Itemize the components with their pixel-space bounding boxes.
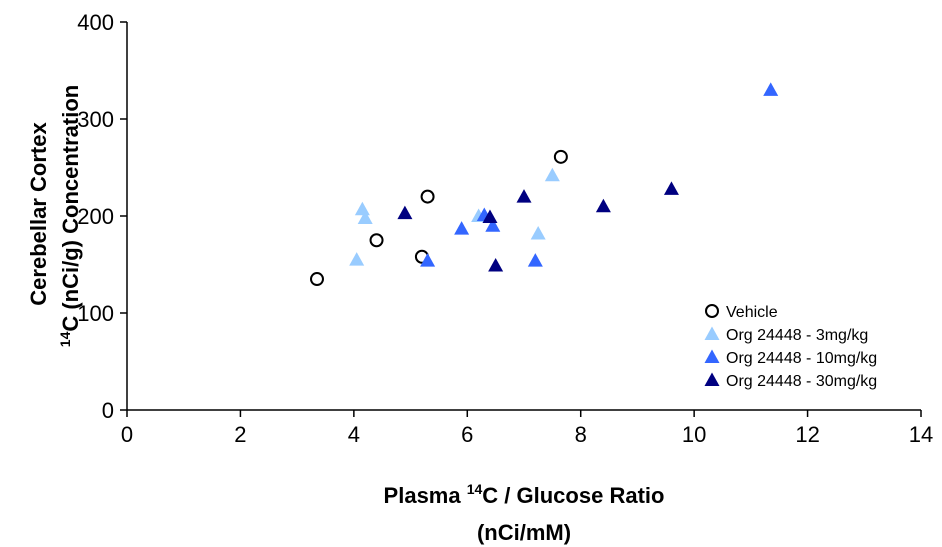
data-point [595, 198, 611, 213]
y-tick-label: 300 [77, 107, 114, 132]
data-point [369, 233, 384, 248]
y-tick-label: 100 [77, 301, 114, 326]
x-tick-label: 14 [909, 422, 933, 447]
legend: Vehicle Org 24448 - 3mg/kg Org 24448 - 10m… [704, 304, 877, 390]
x-tick-label: 12 [795, 422, 819, 447]
data-point [454, 221, 470, 235]
data-point [553, 149, 568, 164]
y-axis-title: Cerebellar Cortex [26, 122, 51, 306]
data-point [354, 201, 370, 216]
x-axis-title-pre: Plasma [384, 483, 467, 508]
data-point [420, 253, 436, 267]
x-axis-title-superscript: 14 [467, 481, 483, 497]
y-tick-label: 200 [77, 204, 114, 229]
y-ticks: 0 100 200 300 400 [77, 10, 127, 423]
x-axis-title-line2: (nCi/mM) [477, 520, 571, 545]
y-tick-label: 0 [102, 398, 114, 423]
y-axis-title-line1: Cerebellar Cortex [26, 122, 51, 306]
data-point [420, 189, 435, 204]
x-tick-label: 10 [682, 422, 706, 447]
data-point [530, 225, 546, 240]
data-point [488, 257, 504, 272]
legend-marker [705, 304, 719, 318]
data-point [544, 167, 560, 182]
x-tick-label: 4 [348, 422, 360, 447]
data-point [482, 209, 498, 223]
data-points [309, 82, 779, 287]
y-tick-label: 400 [77, 10, 114, 35]
legend-label: Org 24448 - 10mg/kg [726, 350, 877, 367]
y-axis-title-line2: C (nCi/g) Concentration [58, 85, 83, 332]
legend-marker [704, 349, 720, 363]
x-tick-label: 8 [575, 422, 587, 447]
axes: 0 100 200 300 400 0 2 4 6 8 10 12 14 [77, 10, 933, 447]
x-axis-title-post: C / Glucose Ratio [482, 483, 664, 508]
x-ticks: 0 2 4 6 8 10 12 14 [121, 410, 933, 447]
data-point [397, 205, 413, 220]
x-tick-label: 6 [461, 422, 473, 447]
data-point [349, 252, 365, 266]
data-point [357, 210, 373, 224]
data-point [527, 253, 543, 267]
data-point [516, 189, 532, 203]
legend-label: Org 24448 - 30mg/kg [726, 373, 877, 390]
x-axis-title-line-2: (nCi/mM) [477, 520, 571, 545]
legend-marker [704, 326, 720, 340]
data-point [763, 82, 779, 96]
data-point [663, 181, 679, 195]
legend-label: Vehicle [726, 304, 778, 321]
x-axis-title: Plasma 14C / Glucose Ratio [384, 481, 665, 508]
legend-marker [704, 372, 720, 386]
x-tick-label: 0 [121, 422, 133, 447]
legend-label: Org 24448 - 3mg/kg [726, 327, 868, 344]
x-tick-label: 2 [234, 422, 246, 447]
y-axis-title-superscript: 14 [57, 331, 73, 347]
y-axis-title-line-2: 14C (nCi/g) Concentration [57, 85, 83, 347]
data-point [485, 218, 501, 232]
data-point [309, 272, 324, 287]
